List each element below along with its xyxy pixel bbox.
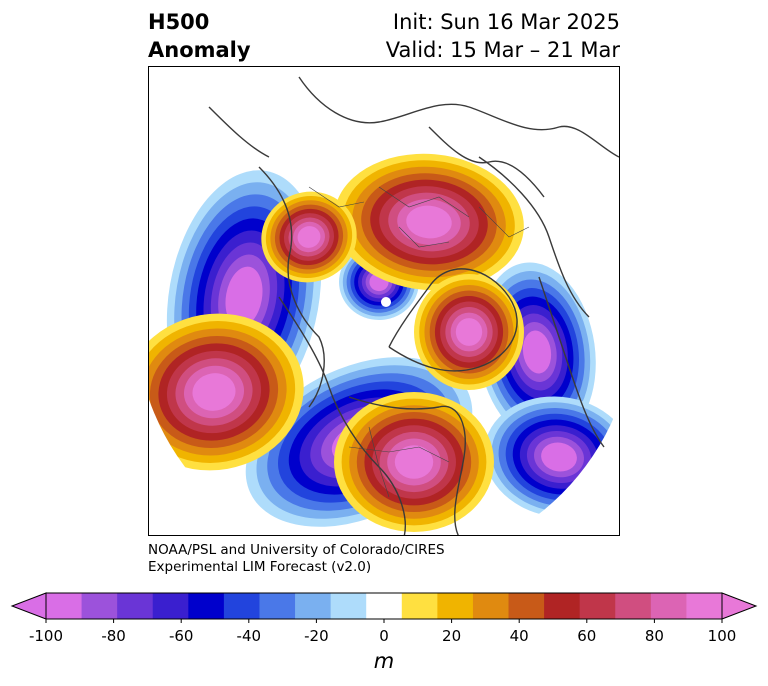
colorbar-swatch: [330, 593, 367, 619]
colorbar-tick-label: -100: [28, 627, 64, 645]
coastline: [348, 396, 466, 535]
valid-range: Valid: 15 Mar – 21 Mar: [385, 38, 620, 62]
colorbar-tick-label: 60: [577, 627, 597, 645]
colorbar-swatch: [544, 593, 581, 619]
colorbar-swatch: [366, 593, 403, 619]
coastline: [388, 268, 518, 372]
colorbar-tick-label: -60: [168, 627, 194, 645]
colorbar-swatch: [472, 593, 510, 619]
colorbar-swatch: [117, 593, 154, 619]
colorbar-unit: m: [373, 649, 395, 673]
colorbar-swatch: [401, 593, 438, 619]
colorbar-swatch: [579, 593, 616, 619]
title-anomaly: Anomaly: [148, 38, 251, 62]
colorbar-tick-label: 20: [442, 627, 462, 645]
title-variable: H500: [148, 10, 210, 34]
map-title-left: H500 Anomaly: [148, 8, 251, 64]
colorbar-swatch: [437, 593, 474, 619]
colorbar-swatch: [508, 593, 545, 619]
country-border: [308, 186, 365, 208]
coastline: [428, 126, 545, 198]
country-border: [348, 446, 450, 463]
colorbar-swatch: [650, 593, 687, 619]
colorbar-tick-label: -80: [101, 627, 126, 645]
coastline: [538, 276, 605, 448]
credit-line-1: NOAA/PSL and University of Colorado/CIRE…: [148, 542, 445, 558]
map-title-right: Init: Sun 16 Mar 2025 Valid: 15 Mar – 21…: [386, 8, 620, 64]
colorbar-swatch: [81, 593, 118, 619]
credit-line-2: Experimental LIM Forecast (v2.0): [148, 559, 372, 575]
colorbar: [10, 592, 758, 623]
colorbar-tick-label: -40: [236, 627, 262, 645]
coastline: [208, 106, 270, 158]
coastline: [478, 156, 590, 318]
colorbar-tick-label: 100: [707, 627, 737, 645]
colorbar-under-arrow: [10, 592, 47, 620]
coastline: [258, 166, 325, 408]
north-pole-dot: [381, 297, 391, 307]
colorbar-swatch: [295, 593, 332, 619]
colorbar-tick-label: 40: [509, 627, 529, 645]
colorbar-swatch: [259, 593, 296, 619]
country-border: [398, 226, 450, 248]
colorbar-swatch: [223, 593, 260, 619]
colorbar-tick-label: 0: [379, 627, 389, 645]
coastline: [278, 296, 406, 535]
colorbar-tick-label: 80: [644, 627, 664, 645]
colorbar-over-arrow: [721, 592, 758, 620]
country-border: [478, 206, 530, 238]
colorbar-tick-label: -20: [304, 627, 329, 645]
coastline: [298, 76, 619, 158]
colorbar-swatch: [188, 593, 225, 619]
colorbar-swatch: [686, 593, 723, 619]
credit-text: NOAA/PSL and University of Colorado/CIRE…: [148, 542, 445, 576]
country-border: [368, 426, 390, 498]
init-date: Init: Sun 16 Mar 2025: [392, 10, 620, 34]
colorbar-swatch: [152, 593, 189, 619]
colorbar-swatch: [615, 593, 652, 619]
anomaly-map: [149, 67, 619, 535]
colorbar-swatch: [46, 593, 83, 619]
country-border: [378, 186, 470, 218]
map-panel: [148, 66, 620, 536]
